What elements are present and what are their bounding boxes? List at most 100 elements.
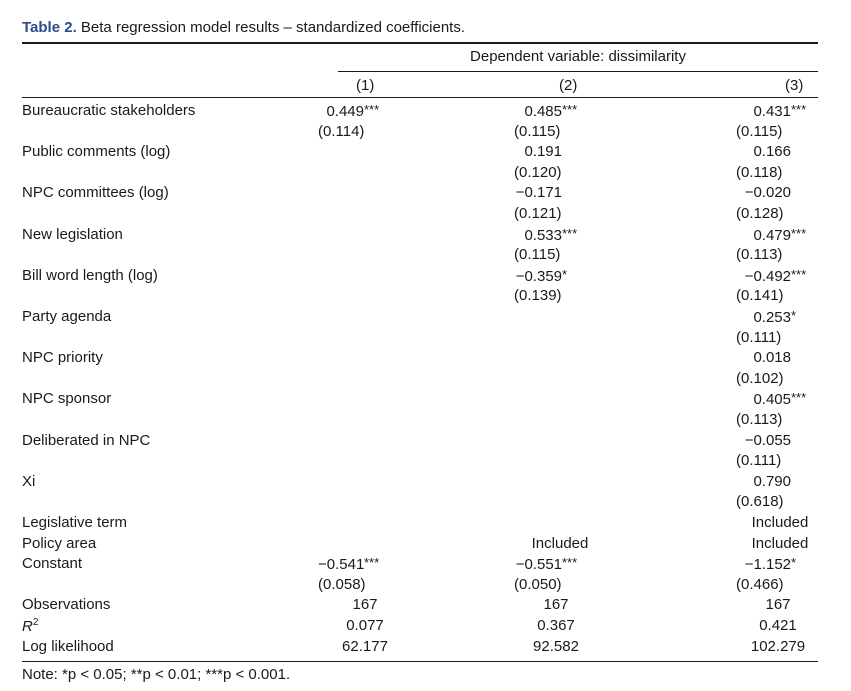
coef-cell: 0.431***	[736, 102, 818, 120]
coef-cell: −0.359*	[514, 267, 588, 285]
coef-cell: −0.171	[514, 184, 588, 201]
coef-value: 0.485	[524, 103, 562, 120]
stat-label: R2	[22, 617, 38, 635]
constant-label: Constant	[22, 555, 83, 573]
coef-cell: −1.152*	[736, 555, 818, 573]
stat-label: Log likelihood	[22, 638, 114, 655]
significance-stars: ***	[562, 225, 578, 241]
coef-value: 0.533	[524, 226, 562, 244]
dependent-variable-header: Dependent variable: dissimilarity	[470, 48, 686, 65]
se-cell: (0.141)	[736, 287, 818, 304]
coef-value: −0.551	[515, 556, 562, 574]
column-header-2: (2)	[559, 77, 578, 94]
stat-cell: 62.177	[342, 637, 388, 655]
coef-value: −0.492	[744, 267, 791, 285]
coef-cell: 0.479***	[736, 226, 818, 244]
top-rule	[22, 42, 818, 44]
coef-cell: 0.191	[514, 143, 588, 160]
standard-error: (0.113)	[736, 246, 783, 264]
se-cell: (0.115)	[514, 246, 588, 263]
coef-cell: 0.405***	[736, 390, 818, 408]
stat-cell: 0.077	[346, 617, 384, 634]
sub-rule	[338, 71, 818, 72]
coef-cell: −0.492***	[736, 267, 818, 285]
table-label: Table 2.	[22, 19, 77, 36]
standard-error: (0.111)	[736, 452, 782, 470]
significance-stars: *	[791, 308, 797, 323]
se-cell: (0.115)	[736, 123, 818, 140]
fixed-effect-label: Policy area	[22, 534, 97, 552]
coef-value: −1.152	[744, 556, 791, 574]
coef-value: 0.790	[753, 472, 791, 490]
variable-label: NPC sponsor	[22, 390, 112, 408]
variable-label: NPC priority	[22, 349, 103, 367]
variable-label: Bureaucratic stakeholders	[22, 102, 196, 119]
stat-cell: 102.279	[750, 637, 806, 655]
se-cell: (0.102)	[736, 370, 818, 387]
se-cell: (0.115)	[514, 123, 588, 140]
coef-value: −0.171	[515, 184, 562, 202]
table-note: Note: *p < 0.05; **p < 0.01; ***p < 0.00…	[22, 666, 291, 683]
stat-cell: 92.582	[533, 637, 579, 655]
fixed-effect-cell: Included	[751, 534, 809, 552]
variable-label: Deliberated in NPC	[22, 431, 151, 449]
coef-cell: 0.449***	[318, 102, 390, 120]
coef-value: −0.359	[515, 267, 562, 285]
se-cell: (0.111)	[736, 452, 818, 469]
fixed-effect-cell: Included	[751, 514, 809, 531]
variable-label: NPC committees (log)	[22, 184, 169, 202]
standard-error: (0.466)	[736, 575, 784, 593]
coef-cell: 0.018	[736, 349, 818, 366]
se-cell: (0.128)	[736, 205, 818, 222]
coef-cell: 0.253*	[736, 308, 818, 326]
stat-label-text: Log likelihood	[22, 637, 114, 655]
standard-error: (0.115)	[514, 122, 561, 140]
significance-stars: ***	[791, 225, 807, 241]
stat-label-text: Observations	[22, 596, 111, 614]
coef-value: 0.431	[753, 103, 791, 120]
coef-value: −0.020	[744, 184, 791, 202]
significance-stars: ***	[364, 555, 380, 571]
variable-label: Xi	[22, 472, 36, 490]
variable-label: Bill word length (log)	[22, 266, 158, 284]
standard-error: (0.139)	[514, 287, 562, 305]
se-cell: (0.139)	[514, 287, 588, 304]
standard-error: (0.121)	[514, 205, 562, 222]
standard-error: (0.111)	[736, 328, 782, 346]
se-cell: (0.618)	[736, 493, 818, 510]
bottom-rule	[22, 661, 818, 662]
significance-stars: ***	[791, 390, 807, 406]
coef-value: −0.541	[318, 556, 365, 574]
significance-stars: *	[562, 266, 568, 282]
stat-cell: 167	[543, 596, 569, 614]
coef-value: 0.479	[753, 226, 791, 244]
se-cell: (0.111)	[736, 329, 818, 346]
significance-stars: ***	[791, 266, 807, 282]
stat-cell: 167	[765, 596, 791, 614]
fixed-effect-cell: Included	[531, 534, 589, 552]
se-cell: (0.058)	[318, 576, 390, 593]
se-cell: (0.113)	[736, 246, 818, 263]
coef-cell: −0.055	[736, 432, 818, 449]
header-rule	[22, 97, 818, 98]
fixed-effect-label: Legislative term	[22, 514, 128, 531]
coef-value: −0.055	[744, 431, 791, 449]
standard-error: (0.118)	[736, 163, 783, 181]
coef-value: 0.191	[524, 143, 562, 161]
standard-error: (0.114)	[318, 122, 365, 140]
stat-cell: 0.421	[759, 617, 797, 634]
significance-stars: *	[791, 555, 797, 571]
stat-cell: 0.367	[537, 617, 575, 634]
stat-label: Observations	[22, 596, 110, 613]
table-title: Beta regression model results – standard…	[80, 19, 466, 36]
standard-error: (0.113)	[736, 411, 783, 428]
stat-label-text: R	[22, 618, 33, 635]
column-header-3: (3)	[785, 77, 804, 94]
se-cell: (0.114)	[318, 123, 390, 140]
coef-cell: −0.551***	[514, 555, 588, 573]
se-cell: (0.120)	[514, 164, 588, 181]
significance-stars: ***	[562, 102, 578, 117]
se-cell: (0.121)	[514, 205, 588, 222]
standard-error: (0.128)	[736, 205, 784, 222]
significance-stars: ***	[562, 555, 578, 571]
